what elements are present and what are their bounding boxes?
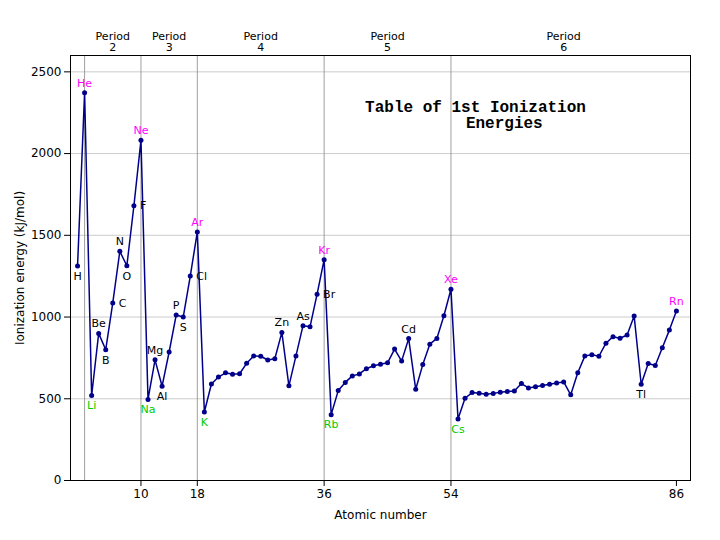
svg-text:C: C <box>119 297 127 310</box>
svg-text:86: 86 <box>669 487 684 501</box>
svg-text:10: 10 <box>133 487 148 501</box>
svg-text:Xe: Xe <box>444 273 458 286</box>
svg-text:1500: 1500 <box>31 228 62 242</box>
svg-text:Tl: Tl <box>635 388 646 401</box>
svg-text:Mg: Mg <box>147 344 163 357</box>
svg-text:Atomic number: Atomic number <box>334 508 426 522</box>
svg-text:Br: Br <box>323 288 336 301</box>
svg-text:500: 500 <box>39 392 62 406</box>
svg-text:Ar: Ar <box>191 216 204 229</box>
svg-text:Ne: Ne <box>133 124 148 137</box>
svg-text:Li: Li <box>87 399 96 412</box>
svg-text:K: K <box>201 416 209 429</box>
svg-text:Rb: Rb <box>324 418 339 431</box>
svg-text:18: 18 <box>190 487 205 501</box>
svg-text:Na: Na <box>141 403 156 416</box>
svg-text:O: O <box>123 270 132 283</box>
svg-text:S: S <box>180 321 187 334</box>
svg-text:2000: 2000 <box>31 146 62 160</box>
svg-text:Period2: Period2 <box>96 30 130 54</box>
svg-text:Cs: Cs <box>451 423 465 436</box>
svg-text:Period3: Period3 <box>152 30 186 54</box>
svg-text:Al: Al <box>157 390 168 403</box>
svg-text:H: H <box>73 270 81 283</box>
svg-text:Period5: Period5 <box>370 30 404 54</box>
svg-text:1000: 1000 <box>31 310 62 324</box>
svg-text:Be: Be <box>92 317 107 330</box>
svg-text:36: 36 <box>316 487 331 501</box>
svg-text:Rn: Rn <box>669 295 684 308</box>
svg-text:B: B <box>102 354 110 367</box>
svg-text:F: F <box>140 199 146 212</box>
svg-text:2500: 2500 <box>31 65 62 79</box>
svg-text:Ionization energy (kJ/mol): Ionization energy (kJ/mol) <box>13 191 27 345</box>
svg-text:0: 0 <box>54 473 62 487</box>
svg-text:54: 54 <box>443 487 458 501</box>
svg-text:Cd: Cd <box>401 323 416 336</box>
svg-text:As: As <box>296 310 310 323</box>
svg-text:Cl: Cl <box>196 270 207 283</box>
svg-text:He: He <box>77 77 92 90</box>
svg-text:Zn: Zn <box>275 316 290 329</box>
svg-text:Table of 1st Ionization E: Table of 1st Ionization Energies <box>365 99 586 133</box>
svg-text:N: N <box>116 235 124 248</box>
svg-text:P: P <box>173 299 180 312</box>
svg-text:Period6: Period6 <box>547 30 581 54</box>
svg-text:Period4: Period4 <box>244 30 278 54</box>
svg-text:Kr: Kr <box>318 244 330 257</box>
